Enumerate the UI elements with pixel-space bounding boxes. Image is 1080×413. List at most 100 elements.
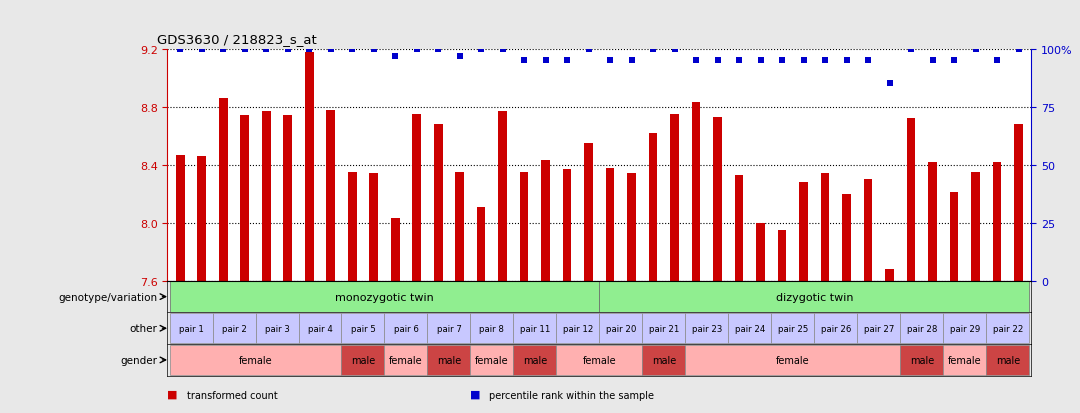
Text: pair 23: pair 23 bbox=[691, 324, 723, 333]
Bar bbox=[519, 173, 528, 281]
Bar bbox=[471, 313, 513, 344]
Text: male: male bbox=[351, 355, 375, 365]
Text: pair 6: pair 6 bbox=[393, 324, 418, 333]
Text: pair 11: pair 11 bbox=[519, 324, 550, 333]
Bar bbox=[986, 313, 1029, 344]
Bar bbox=[692, 103, 701, 281]
Text: female: female bbox=[948, 355, 982, 365]
Bar bbox=[556, 345, 643, 375]
Bar bbox=[606, 168, 615, 281]
Point bbox=[1010, 46, 1027, 53]
Point bbox=[580, 46, 597, 53]
Bar bbox=[771, 313, 814, 344]
Text: pair 21: pair 21 bbox=[649, 324, 679, 333]
Bar bbox=[986, 345, 1029, 375]
Text: pair 2: pair 2 bbox=[221, 324, 246, 333]
Bar bbox=[649, 133, 658, 281]
Text: dizygotic twin: dizygotic twin bbox=[775, 292, 853, 302]
Bar bbox=[686, 313, 728, 344]
Point bbox=[515, 58, 532, 64]
Point bbox=[967, 46, 984, 53]
Point bbox=[451, 53, 469, 60]
Bar bbox=[599, 313, 643, 344]
Bar bbox=[305, 52, 313, 281]
Bar bbox=[627, 174, 636, 281]
Bar bbox=[213, 313, 256, 344]
Bar bbox=[369, 174, 378, 281]
Bar bbox=[477, 207, 486, 281]
Bar bbox=[198, 157, 206, 281]
Text: pair 3: pair 3 bbox=[265, 324, 289, 333]
Bar bbox=[219, 99, 228, 281]
Text: pair 12: pair 12 bbox=[563, 324, 593, 333]
Text: male: male bbox=[909, 355, 934, 365]
Text: percentile rank within the sample: percentile rank within the sample bbox=[489, 390, 654, 400]
Point bbox=[408, 46, 426, 53]
Text: female: female bbox=[777, 355, 810, 365]
Bar bbox=[943, 313, 986, 344]
Point bbox=[945, 58, 962, 64]
Bar bbox=[1014, 125, 1023, 281]
Text: pair 5: pair 5 bbox=[351, 324, 376, 333]
Point bbox=[537, 58, 554, 64]
Bar bbox=[283, 116, 292, 281]
Text: ■: ■ bbox=[470, 389, 481, 399]
Point bbox=[688, 58, 705, 64]
Point bbox=[365, 46, 382, 53]
Text: ■: ■ bbox=[167, 389, 178, 399]
Point bbox=[623, 58, 640, 64]
Bar bbox=[778, 230, 786, 281]
Point bbox=[903, 46, 920, 53]
Point bbox=[343, 46, 361, 53]
Bar bbox=[262, 112, 271, 281]
Bar bbox=[563, 170, 571, 281]
Text: gender: gender bbox=[120, 355, 157, 365]
Text: pair 22: pair 22 bbox=[993, 324, 1023, 333]
Bar bbox=[928, 162, 936, 281]
Bar bbox=[170, 313, 213, 344]
Bar bbox=[713, 118, 721, 281]
Point bbox=[816, 58, 834, 64]
Point bbox=[988, 58, 1005, 64]
Point bbox=[795, 58, 812, 64]
Bar bbox=[341, 345, 384, 375]
Bar bbox=[241, 116, 249, 281]
Bar bbox=[413, 115, 421, 281]
Bar bbox=[814, 313, 858, 344]
Bar bbox=[949, 193, 958, 281]
Point bbox=[602, 58, 619, 64]
Point bbox=[193, 46, 211, 53]
Bar bbox=[170, 282, 599, 312]
Point bbox=[430, 46, 447, 53]
Point bbox=[645, 46, 662, 53]
Bar bbox=[513, 313, 556, 344]
Bar bbox=[326, 110, 335, 281]
Bar bbox=[901, 345, 943, 375]
Point bbox=[494, 46, 511, 53]
Text: female: female bbox=[582, 355, 617, 365]
Bar bbox=[456, 173, 464, 281]
Text: pair 27: pair 27 bbox=[864, 324, 894, 333]
Bar bbox=[176, 155, 185, 281]
Bar bbox=[256, 313, 298, 344]
Text: pair 4: pair 4 bbox=[308, 324, 333, 333]
Bar bbox=[348, 173, 356, 281]
Point bbox=[258, 46, 275, 53]
Point bbox=[322, 46, 339, 53]
Text: pair 7: pair 7 bbox=[436, 324, 461, 333]
Text: male: male bbox=[996, 355, 1020, 365]
Point bbox=[881, 81, 899, 88]
Bar bbox=[513, 345, 556, 375]
Bar bbox=[391, 219, 400, 281]
Bar bbox=[643, 313, 686, 344]
Bar bbox=[671, 115, 679, 281]
Point bbox=[666, 46, 684, 53]
Text: male: male bbox=[436, 355, 461, 365]
Bar bbox=[734, 176, 743, 281]
Point bbox=[730, 58, 747, 64]
Point bbox=[300, 46, 318, 53]
Point bbox=[172, 46, 189, 53]
Text: pair 28: pair 28 bbox=[906, 324, 937, 333]
Bar bbox=[341, 313, 384, 344]
Bar bbox=[799, 183, 808, 281]
